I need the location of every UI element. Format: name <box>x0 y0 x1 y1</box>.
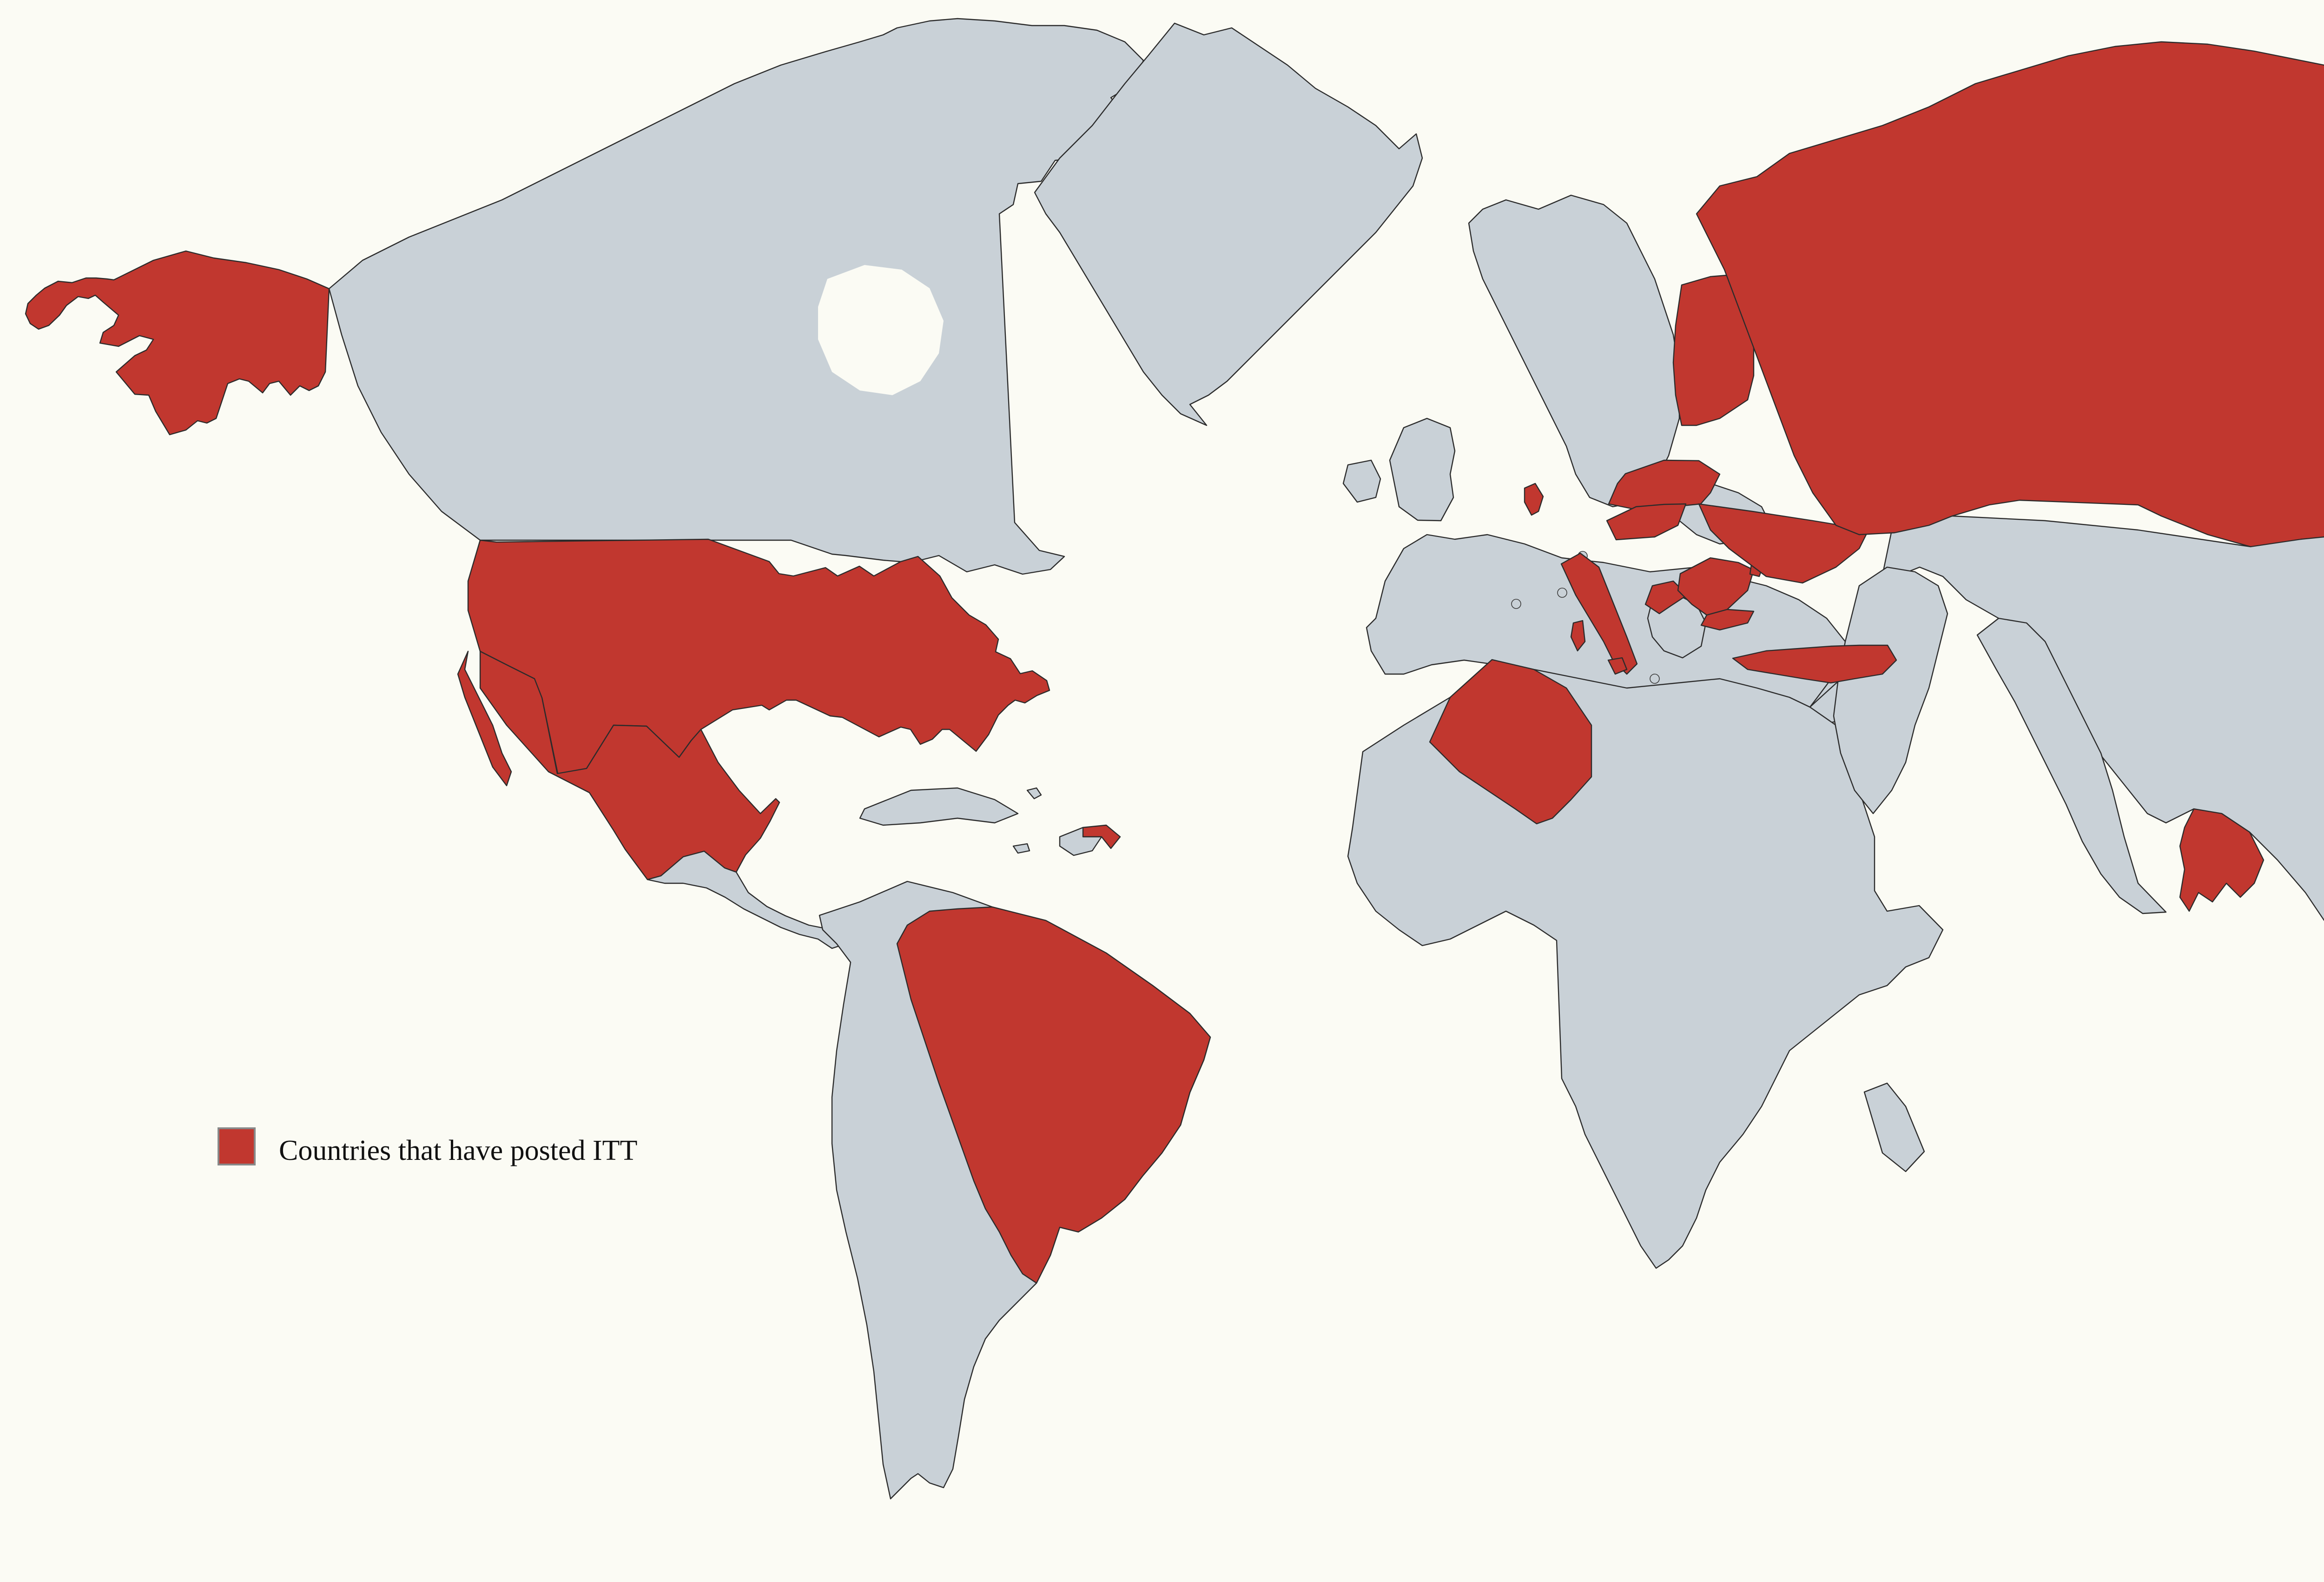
svg-text:Countries that have posted ITT: Countries that have posted ITT <box>279 1135 637 1166</box>
